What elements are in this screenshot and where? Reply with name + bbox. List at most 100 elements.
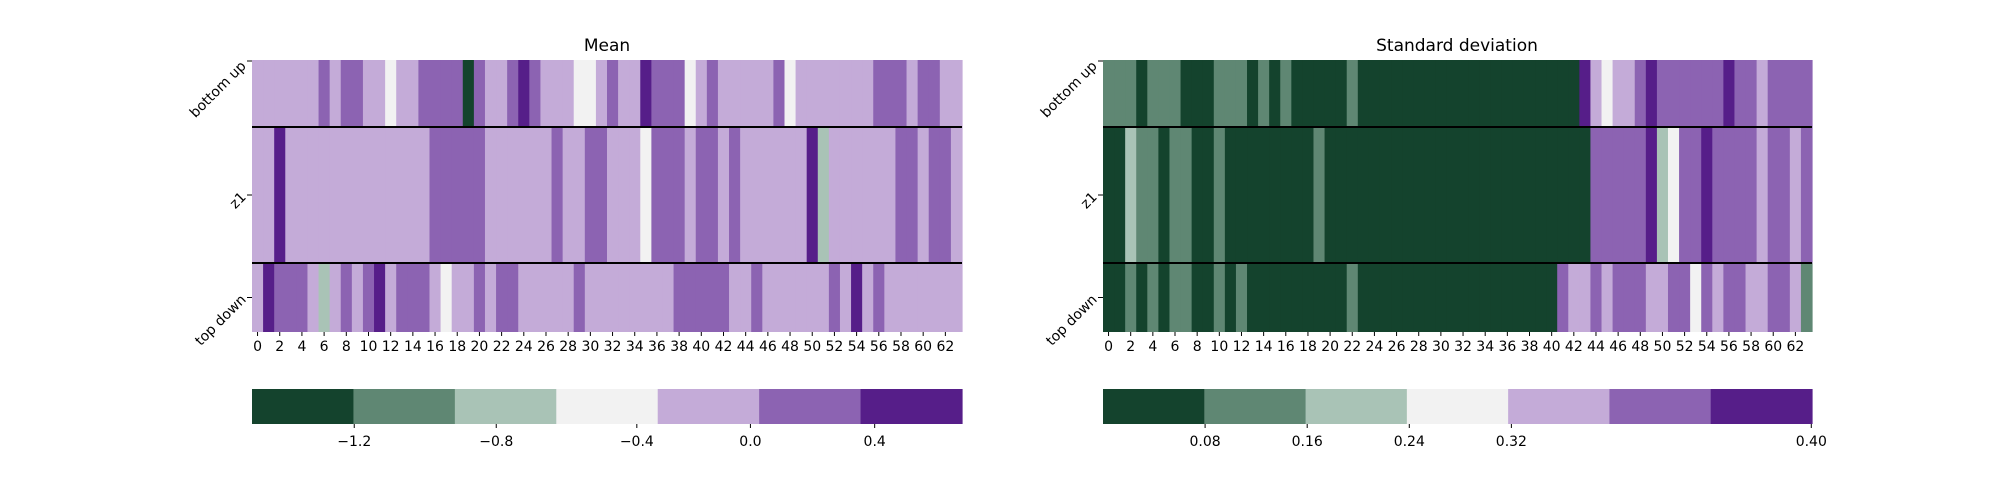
heatmap-cell [1656,263,1669,332]
heatmap-cell [928,263,941,332]
colorbar-mean [252,389,963,424]
heatmap-cell [1202,263,1215,332]
x-tick-label: 36 [648,339,666,355]
heatmap-cell [662,127,675,263]
colorbar-tick-label: 0.0 [739,434,761,450]
heatmap-cell [950,127,963,263]
heatmap-cell [1712,263,1724,332]
heatmap-cell [762,127,774,263]
heatmap-cell [1147,60,1159,127]
heatmap-cell [695,60,708,127]
heatmap-cell [1667,127,1680,263]
heatmap-cell [762,60,774,127]
heatmap-cell [839,127,852,263]
heatmap-cell [1202,60,1215,127]
x-tick-label: 8 [342,339,351,355]
heatmap-cell [1335,127,1348,263]
heatmap-cell [540,263,553,332]
colorbar-tick-label: 0.40 [1796,434,1827,450]
heatmap-cell [540,60,553,127]
heatmap-cell [340,127,353,263]
heatmap-cell [695,263,708,332]
heatmap-cell [274,127,286,263]
heatmap-cell [362,60,375,127]
heatmap-cell [374,263,386,332]
heatmap-cell [1745,263,1758,332]
heatmap-cell [1612,263,1625,332]
heatmap-cell [1379,127,1392,263]
heatmap-cell [1645,60,1658,127]
heatmap-cell [673,60,686,127]
heatmap-cell [629,127,641,263]
heatmap-cell [873,127,885,263]
heatmap-cell [496,60,508,127]
heatmap-cell [684,60,697,127]
heatmap-cell [906,127,919,263]
colorbar-tick-label: 0.24 [1394,434,1425,450]
heatmap-cell [618,127,630,263]
heatmap-cell [1191,263,1204,332]
heatmap-cell [773,60,786,127]
y-tick-labels-mean: bottom up z1 top down [187,58,252,349]
x-tick-label: 40 [1543,339,1561,355]
heatmap-cell [1778,127,1791,263]
heatmap-cell [1235,127,1248,263]
heatmap-cell [296,60,309,127]
heatmap-cell [873,263,885,332]
heatmap-cell [1103,60,1115,127]
colorbar-tick-label: 0.32 [1496,434,1527,450]
x-tick-label: 22 [493,339,511,355]
heatmap-cell [1446,127,1459,263]
heatmap-cell [740,127,752,263]
colorbar-tick-label: −0.4 [620,434,654,450]
heatmap-cell [817,60,830,127]
heatmap-cell [1490,60,1503,127]
heatmap-cell [1313,60,1326,127]
heatmap-cell [1324,60,1337,127]
heatmap-cell [607,127,619,263]
colorbar-segment [1305,389,1408,424]
colorbar-segment [454,389,557,424]
heatmap-cell [1789,60,1802,127]
x-tick-label: 34 [626,339,644,355]
y-tick-label: z1 [1078,189,1101,212]
heatmap-cell [1557,60,1569,127]
heatmap-cell [1634,60,1647,127]
heatmap-cell [673,127,686,263]
x-tick-labels-std: 0 2 4 6 8 10 12 14 16 18 20 22 24 26 28 30 32 34 36 38 40 42 4… [1104,332,1804,355]
heatmap-cell [529,60,542,127]
y-tick-label: z1 [227,189,250,212]
heatmap-cell [695,127,708,263]
heatmap-cell [1546,60,1558,127]
heatmap-cell [1413,263,1425,332]
heatmap-cell [1590,263,1603,332]
heatmap-cell [1391,127,1403,263]
heatmap-cell [1645,263,1658,332]
heatmap-cell [595,60,608,127]
chart-title-std: Standard deviation [1376,36,1538,56]
colorbar-segment [556,389,659,424]
heatmap-cell [429,263,442,332]
heatmap-cell [1247,60,1259,127]
heatmap-cell [1180,127,1193,263]
heatmap-cell [1568,60,1580,127]
x-tick-label: 24 [1366,339,1384,355]
chart-title-mean: Mean [584,36,630,56]
x-tick-label: 48 [781,339,799,355]
heatmap-cell [607,60,619,127]
x-tick-label: 12 [1233,339,1251,355]
colorbar-tick-label: 0.16 [1292,434,1323,450]
x-tick-label: 18 [1299,339,1317,355]
heatmap-cell [717,127,730,263]
heatmap-cell [795,60,808,127]
x-tick-label: 32 [604,339,622,355]
x-tick-label: 30 [1432,339,1450,355]
x-tick-label: 46 [759,339,777,355]
heatmap-cell [1501,263,1514,332]
heatmap-cell [828,263,841,332]
heatmap-cell [1280,127,1292,263]
heatmap-cell [1800,60,1813,127]
heatmap-cell [706,127,719,263]
x-tick-label: 56 [1720,339,1738,355]
